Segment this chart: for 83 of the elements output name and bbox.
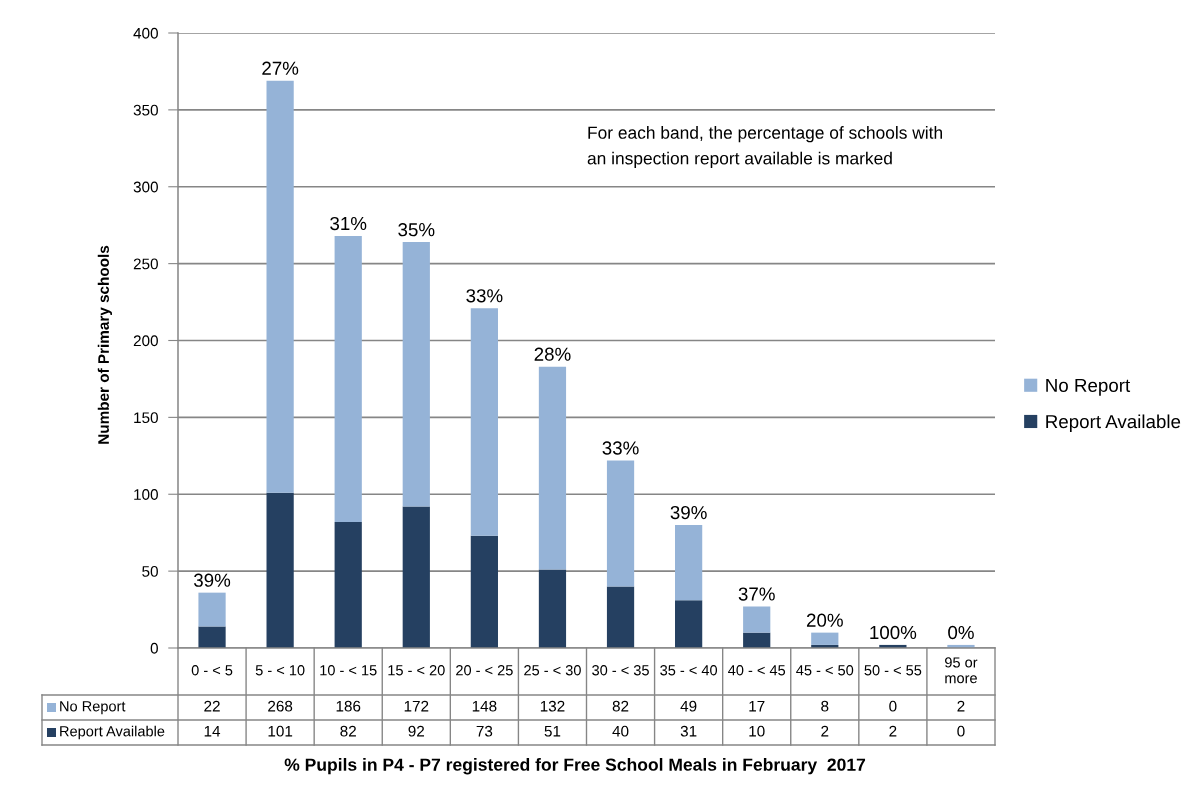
y-tick-label: 200 [133,335,158,347]
bar [334,235,362,522]
bar [266,80,294,493]
bar [402,242,430,507]
annotation: 33% [602,441,639,455]
annotation: 20% [806,613,843,627]
y-tick-label: 150 [134,412,158,424]
bar [334,521,362,648]
bar [402,506,430,648]
annotation: 31% [330,216,367,231]
y-tick-label: 250 [133,258,158,270]
annotation: 33% [466,289,503,303]
x-tick-label: 95 or more [945,657,978,684]
y-tick-label: 100 [134,489,158,500]
data-label: 31 [680,725,697,737]
data-label: 10 [749,725,765,737]
bar [743,606,771,633]
x-tick-label: 45 - < 50 [796,665,854,676]
bar [743,632,771,648]
annotation: 35% [398,223,435,237]
data-label: 132 [540,700,565,712]
x-tick-label: 30 - < 35 [592,665,649,676]
data-label: 8 [821,700,829,712]
text: No Report [60,701,126,715]
annotation: 0% [948,625,974,640]
bar [470,308,498,536]
bar [675,600,703,648]
bar [266,492,294,648]
annotation: 27% [262,61,299,75]
data-label: 2 [889,725,897,737]
data-label: 186 [336,700,361,712]
bar [606,586,635,648]
data-label: 268 [268,700,293,712]
bar [470,535,498,648]
y-tick-label: 50 [142,565,158,577]
x-axis-title: % Pupils in P4 - P7 registered for Free School Meals in February 2017 [284,758,866,775]
y-tick-label: 350 [133,104,158,116]
x-tick-label: 5 - < 10 [255,665,305,676]
bar [538,366,567,570]
bar [606,460,635,587]
x-tick-label: 35 - < 40 [660,665,718,676]
annotation: For each band, the percentage of schools with an inspection report available is marked [587,126,942,168]
annotation: 39% [670,505,707,520]
y-tick-label: 400 [133,27,158,39]
data-label: 101 [268,725,293,737]
y-axis-title: Number of Primary schools [97,245,112,444]
data-label: 148 [472,700,497,712]
data-label: 17 [749,700,765,712]
data-label: 82 [340,725,356,737]
data-label: 0 [957,725,965,737]
bar [811,632,839,645]
x-tick-label: 10 - < 15 [320,665,377,676]
data-label: 22 [204,700,220,712]
data-label: 73 [476,725,493,737]
annotation: 39% [193,573,231,587]
data-label: 2 [957,700,965,712]
data-label: 0 [889,700,897,712]
data-label: 82 [612,700,629,712]
bar [538,569,567,648]
data-label: 14 [204,725,221,737]
x-tick-label: 20 - < 25 [456,665,513,676]
annotation: 28% [534,347,571,361]
data-label: 40 [612,725,629,737]
bar [198,592,226,627]
data-label: 49 [680,700,697,712]
data-label: 92 [408,725,425,737]
x-tick-label: 15 - < 20 [388,665,445,676]
bar [675,525,703,601]
data-label: 2 [821,725,829,737]
y-tick-label: 0 [150,642,158,654]
data-label: 172 [404,700,429,712]
x-tick-label: 50 - < 55 [864,665,922,676]
legend-label: Report Available [60,725,165,740]
annotation: 37% [738,587,775,601]
data-label: 51 [544,725,561,737]
x-tick-label: 40 - < 45 [728,665,786,676]
legend-label: No Report [1046,378,1131,396]
x-tick-label: 0 - < 5 [191,665,233,676]
bar [198,626,226,648]
text: Report Available [1046,414,1181,432]
x-tick-label: 25 - < 30 [524,665,581,676]
y-tick-label: 300 [133,181,158,193]
annotation: 100% [870,625,917,640]
